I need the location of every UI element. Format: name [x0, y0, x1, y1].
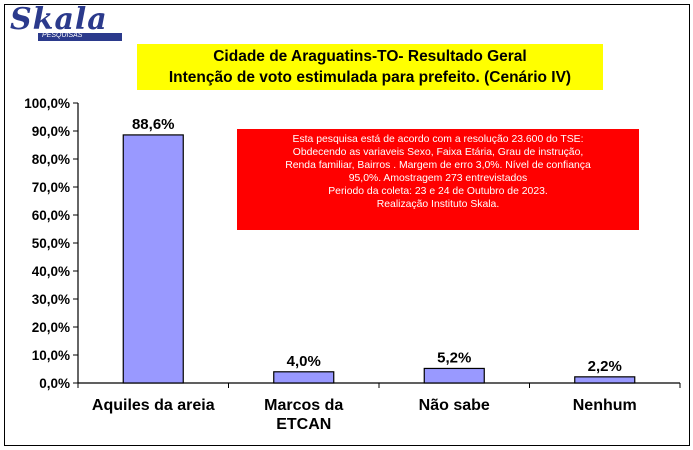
logo-text: Skala	[10, 2, 108, 37]
bar	[122, 134, 184, 384]
category-label: ETCAN	[276, 416, 331, 433]
note-line: Realização Instituto Skala.	[376, 199, 500, 210]
y-tick-label: 40,0%	[32, 264, 70, 279]
category-label: Marcos da	[264, 397, 343, 414]
category-label: Nenhum	[573, 397, 637, 414]
note-line: Periodo da coleta: 23 e 24 de Outubro de…	[328, 186, 548, 197]
y-tick-label: 100,0%	[24, 96, 70, 111]
y-tick-label: 70,0%	[32, 180, 70, 195]
category-label: Não sabe	[419, 397, 490, 414]
y-tick-label: 60,0%	[32, 208, 70, 223]
y-tick-label: 10,0%	[32, 348, 70, 363]
category-label: Aquiles da areia	[92, 397, 215, 414]
note-line: Obdecendo as variaveis Sexo, Faixa Etári…	[292, 147, 584, 158]
y-tick-label: 50,0%	[32, 236, 70, 251]
data-label: 5,2%	[437, 349, 471, 366]
data-label: 4,0%	[287, 353, 321, 370]
data-label: 2,2%	[588, 358, 622, 375]
y-tick-label: 0,0%	[39, 376, 70, 391]
y-tick-label: 30,0%	[32, 292, 70, 307]
bar	[423, 367, 485, 384]
note-line: Esta pesquisa está de acordo com a resol…	[292, 134, 584, 145]
logo-subtitle: PESQUISAS	[42, 32, 83, 39]
bar	[574, 376, 636, 384]
data-label: 88,6%	[132, 116, 175, 133]
y-tick-label: 90,0%	[32, 124, 70, 139]
chart-title-line1: Cidade de Araguatins-TO- Resultado Geral	[213, 48, 527, 65]
bar	[273, 371, 335, 384]
note-line: 95,0%. Amostragem 273 entrevistados	[348, 173, 528, 184]
chart-title-line2: Intenção de voto estimulada para prefeit…	[168, 69, 572, 86]
y-tick-label: 20,0%	[32, 320, 70, 335]
y-tick-label: 80,0%	[32, 152, 70, 167]
chart-title: Cidade de Araguatins-TO- Resultado Geral…	[137, 44, 603, 90]
logo-band	[38, 33, 122, 41]
skala-logo: Skala PESQUISAS	[8, 2, 122, 42]
methodology-note: Esta pesquisa está de acordo com a resol…	[237, 129, 639, 230]
note-line: Renda familiar, Bairros . Margem de erro…	[285, 160, 591, 171]
